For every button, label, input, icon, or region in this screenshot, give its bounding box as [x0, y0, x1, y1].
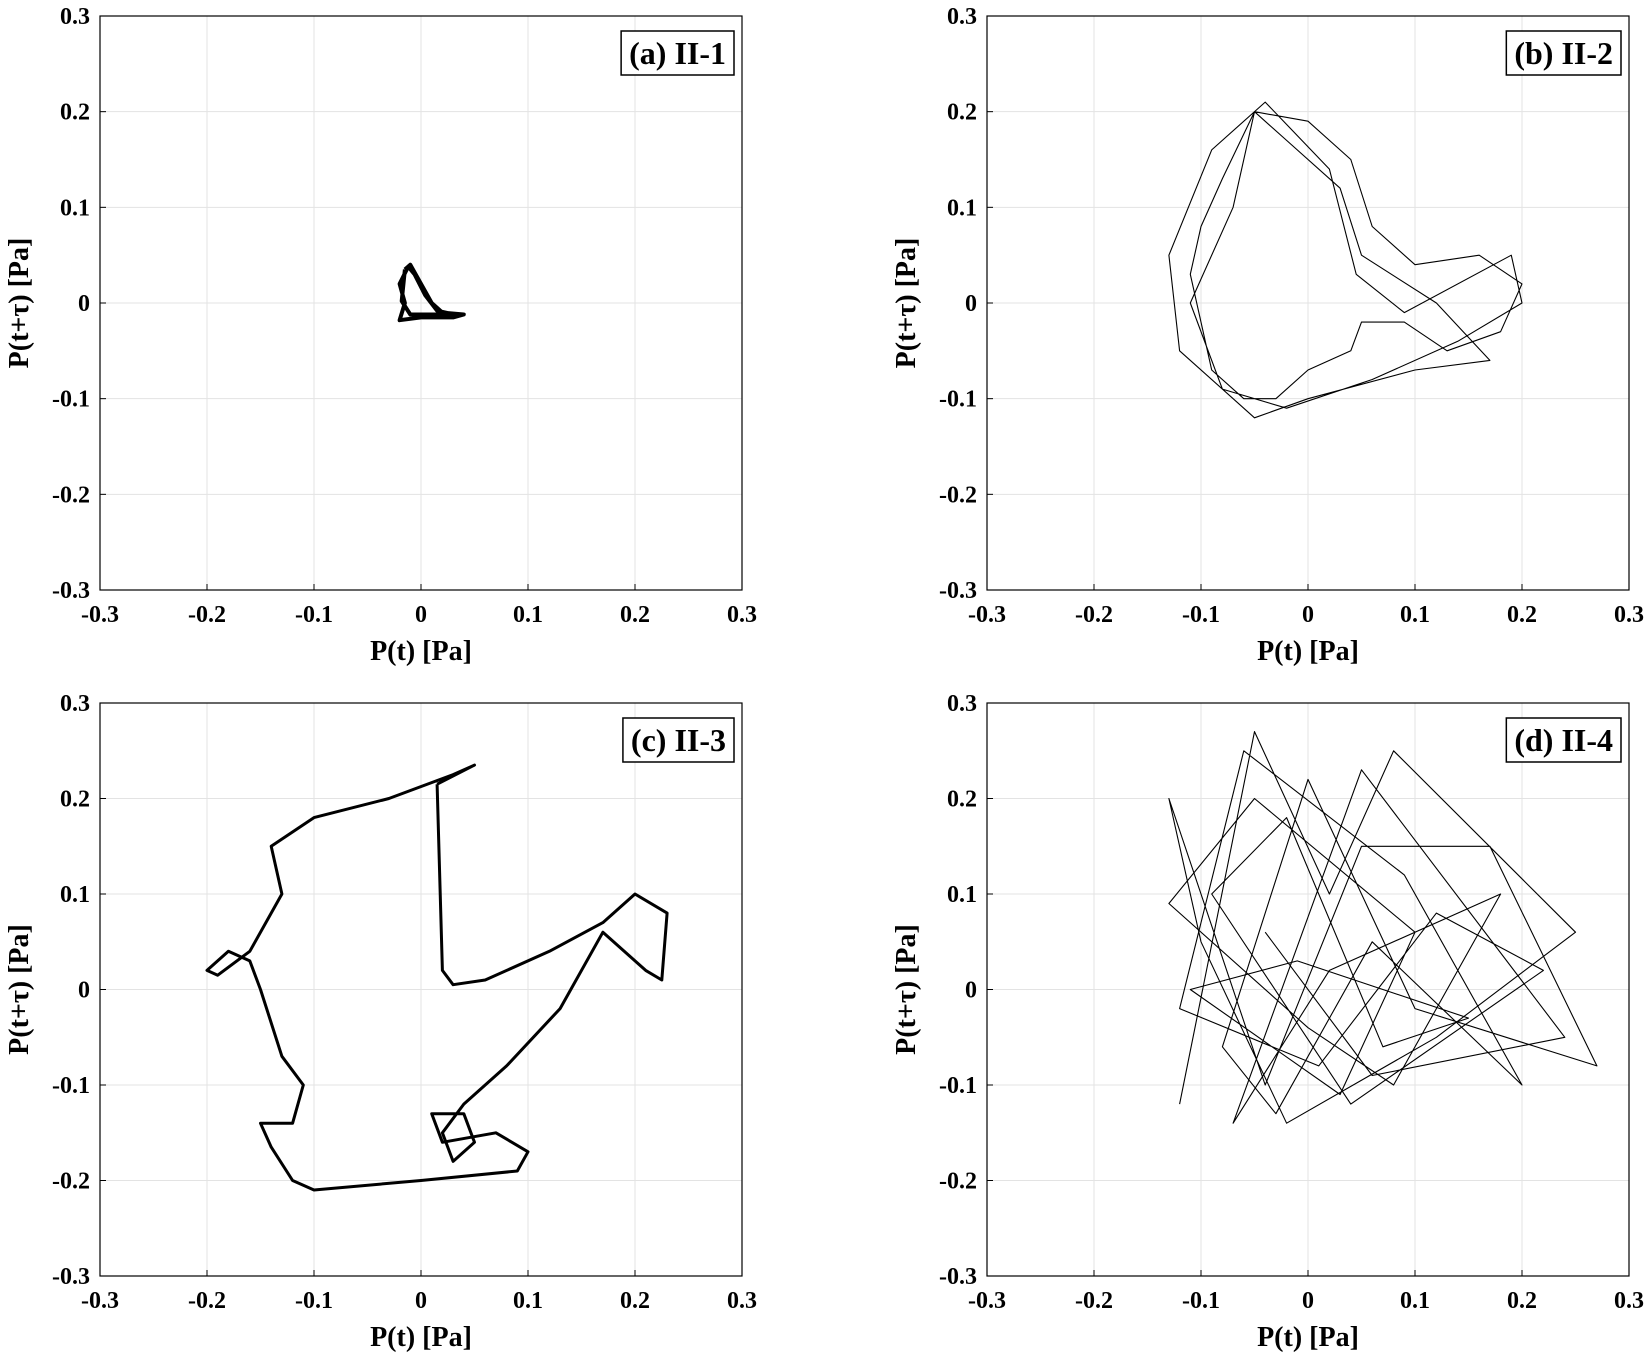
x-tick-label: -0.3: [81, 602, 119, 628]
trajectory: [1168, 101, 1523, 419]
y-tick-label: 0.3: [60, 691, 90, 717]
x-tick-label: 0.2: [1507, 602, 1537, 628]
y-tick-label: 0: [965, 291, 977, 317]
y-tick-label: 0.1: [60, 195, 90, 221]
x-tick-label: -0.1: [295, 1288, 333, 1314]
y-tick-label: -0.1: [939, 1073, 977, 1099]
y-tick-label: 0.2: [947, 787, 977, 813]
x-tick-label: -0.2: [1075, 1288, 1113, 1314]
x-tick-label: 0.2: [620, 1288, 650, 1314]
y-tick-label: 0.2: [60, 787, 90, 813]
panel: -0.3 -0.2 -0.1 0 0.1 0.2 0.3 -0.3 -0.2 -0.1 0 0.1 0.…: [891, 4, 1644, 667]
panel: -0.3 -0.2 -0.1 0 0.1 0.2 0.3 -0.3 -0.2 -0.1 0 0.1 0.…: [891, 691, 1644, 1353]
x-tick-label: -0.3: [81, 1288, 119, 1314]
axes-box: [99, 15, 743, 591]
y-axis-label: P(t+τ) [Pa]: [4, 924, 35, 1055]
x-tick-label: -0.3: [968, 1288, 1006, 1314]
y-axis-label: P(t+τ) [Pa]: [891, 924, 922, 1055]
y-tick-label: -0.1: [52, 1073, 90, 1099]
panel-title: (a) II-1: [629, 35, 726, 71]
y-tick-label: -0.3: [939, 578, 977, 604]
y-tick-label: -0.2: [52, 482, 90, 508]
trajectory: [397, 262, 466, 323]
x-tick-label: -0.2: [188, 1288, 226, 1314]
x-tick-label: -0.1: [295, 602, 333, 628]
x-axis-label: P(t) [Pa]: [1257, 636, 1359, 667]
axes-box: [986, 702, 1630, 1277]
x-axis-label: P(t) [Pa]: [370, 636, 472, 667]
x-axis-label: P(t) [Pa]: [370, 1322, 472, 1353]
x-tick-label: 0.2: [1507, 1288, 1537, 1314]
y-axis-label: P(t+τ) [Pa]: [4, 238, 35, 369]
x-tick-label: 0.2: [620, 602, 650, 628]
axes-box: [986, 15, 1630, 591]
y-tick-label: 0: [78, 291, 90, 317]
x-tick-label: 0.3: [727, 1288, 757, 1314]
trajectory: [1168, 731, 1598, 1124]
y-tick-label: 0.3: [947, 691, 977, 717]
x-tick-label: 0.1: [513, 1288, 543, 1314]
x-tick-label: 0: [415, 602, 427, 628]
title-box: [620, 30, 735, 76]
x-tick-label: -0.1: [1182, 1288, 1220, 1314]
y-tick-label: -0.3: [52, 1264, 90, 1290]
x-tick-label: 0.3: [1614, 602, 1644, 628]
y-tick-label: 0.1: [947, 882, 977, 908]
panel-title: (c) II-3: [631, 722, 726, 758]
y-tick-label: 0: [78, 978, 90, 1004]
y-axis-label: P(t+τ) [Pa]: [891, 238, 922, 369]
panel: -0.3 -0.2 -0.1 0 0.1 0.2 0.3 -0.3 -0.2 -0.1 0 0.1 0.…: [4, 691, 757, 1353]
title-box: [1505, 717, 1622, 763]
y-tick-label: -0.2: [939, 482, 977, 508]
x-tick-label: 0: [1302, 602, 1314, 628]
y-tick-label: 0.1: [60, 882, 90, 908]
y-tick-label: 0.2: [947, 100, 977, 126]
x-tick-label: 0: [1302, 1288, 1314, 1314]
panel: -0.3 -0.2 -0.1 0 0.1 0.2 0.3 -0.3 -0.2 -0.1 0 0.1 0.…: [4, 4, 757, 667]
y-tick-label: -0.3: [939, 1264, 977, 1290]
x-axis-label: P(t) [Pa]: [1257, 1322, 1359, 1353]
x-tick-label: 0.1: [1400, 1288, 1430, 1314]
y-tick-label: 0.1: [947, 195, 977, 221]
title-box: [1505, 30, 1622, 76]
x-tick-label: 0.3: [1614, 1288, 1644, 1314]
x-tick-label: 0.1: [1400, 602, 1430, 628]
y-tick-label: 0.3: [60, 4, 90, 30]
trajectory: [205, 763, 669, 1192]
x-tick-label: 0: [415, 1288, 427, 1314]
x-tick-label: -0.2: [1075, 602, 1113, 628]
y-tick-label: -0.3: [52, 578, 90, 604]
y-tick-label: 0.2: [60, 100, 90, 126]
title-box: [622, 717, 735, 763]
x-tick-label: 0.1: [513, 602, 543, 628]
x-tick-label: -0.2: [188, 602, 226, 628]
x-tick-label: -0.1: [1182, 602, 1220, 628]
y-tick-label: 0.3: [947, 4, 977, 30]
y-tick-label: -0.1: [52, 387, 90, 413]
y-tick-label: 0: [965, 978, 977, 1004]
y-tick-label: -0.1: [939, 387, 977, 413]
panel-title: (d) II-4: [1514, 722, 1613, 758]
y-tick-label: -0.2: [52, 1169, 90, 1195]
x-tick-label: 0.3: [727, 602, 757, 628]
panel-title: (b) II-2: [1514, 35, 1613, 71]
x-tick-label: -0.3: [968, 602, 1006, 628]
axes-box: [99, 702, 743, 1277]
y-tick-label: -0.2: [939, 1169, 977, 1195]
